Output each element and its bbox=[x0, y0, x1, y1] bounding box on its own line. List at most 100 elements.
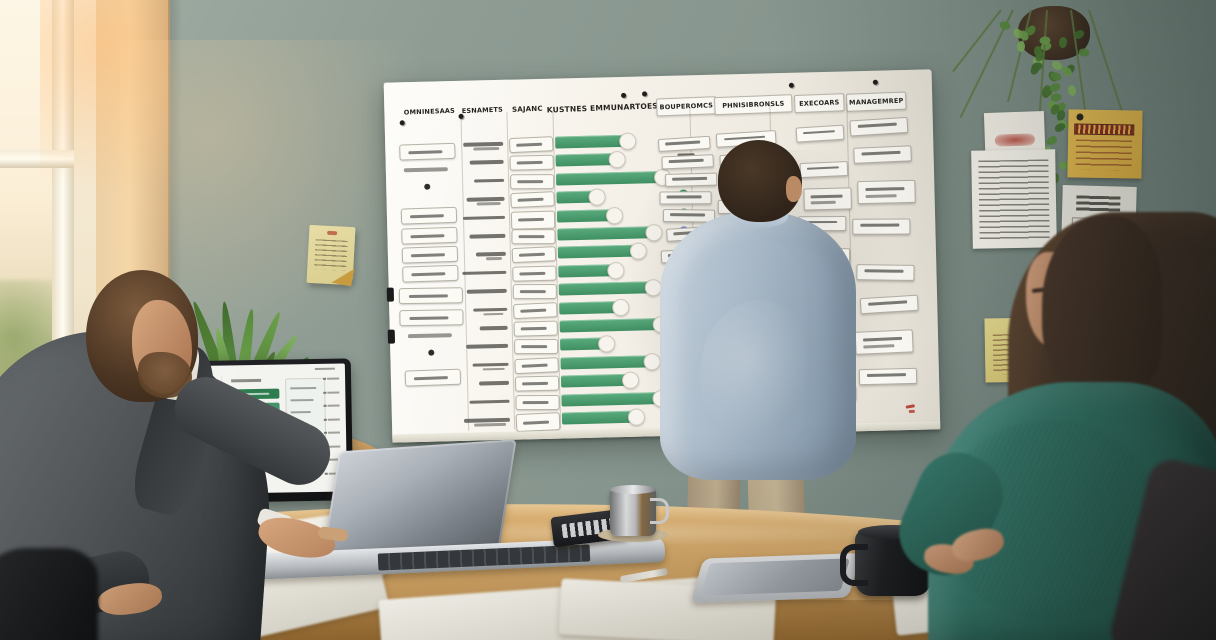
column-header: OMNINESAAS bbox=[403, 106, 456, 117]
tablet-screen bbox=[700, 558, 850, 596]
label-card bbox=[510, 191, 555, 209]
vine-leaf bbox=[1049, 92, 1062, 102]
label-card bbox=[512, 265, 557, 282]
pin-dot bbox=[1076, 113, 1084, 121]
label-scribble bbox=[518, 235, 545, 239]
label-scribble bbox=[413, 375, 448, 380]
vine-leaf bbox=[1016, 40, 1026, 52]
label-card bbox=[509, 155, 554, 172]
label-scribble bbox=[522, 382, 549, 386]
column-header: BOUPEROMCS bbox=[656, 96, 717, 117]
label-card bbox=[515, 394, 560, 410]
label-card bbox=[510, 210, 556, 230]
label-scribble bbox=[516, 161, 544, 165]
column-header: MANAGEMREP bbox=[845, 91, 907, 112]
label-scribble bbox=[411, 271, 445, 276]
label-scribble bbox=[519, 271, 546, 276]
task-scribble bbox=[479, 325, 508, 330]
vine-leaf bbox=[1052, 121, 1067, 134]
gantt-bar bbox=[558, 263, 615, 278]
label-scribble bbox=[520, 308, 547, 313]
label-scribble bbox=[409, 213, 444, 218]
board-screw bbox=[621, 92, 627, 98]
board-screw bbox=[458, 113, 464, 119]
yellow-notice bbox=[1067, 109, 1143, 179]
woman-hair-front bbox=[1042, 216, 1162, 396]
task-scribble bbox=[479, 380, 510, 386]
label-card bbox=[398, 287, 464, 305]
gantt-bar bbox=[560, 374, 630, 388]
label-scribble bbox=[520, 290, 547, 294]
presenter-ear-face bbox=[786, 176, 802, 202]
label-card bbox=[512, 301, 558, 319]
vine-leaf bbox=[1044, 133, 1059, 147]
label-card bbox=[513, 320, 558, 337]
label-card bbox=[514, 375, 560, 392]
label-card bbox=[401, 245, 459, 264]
red-logo-text bbox=[994, 133, 1036, 147]
steel-mug-rim bbox=[610, 485, 656, 494]
label-card bbox=[514, 356, 559, 374]
column-header: PHNISIBRONSLS bbox=[714, 94, 793, 116]
pinned-document bbox=[971, 149, 1057, 249]
label-card bbox=[508, 136, 554, 154]
label-card bbox=[399, 309, 464, 327]
vine-leaf bbox=[1078, 48, 1090, 58]
vine-leaf bbox=[998, 20, 1012, 32]
notice-lines bbox=[1075, 139, 1133, 171]
card-scribble bbox=[857, 122, 897, 128]
label-scribble bbox=[410, 252, 445, 257]
label-scribble bbox=[410, 233, 445, 238]
document-lines bbox=[978, 159, 1050, 241]
column-header: SAJANC bbox=[511, 104, 543, 114]
steel-mug-handle bbox=[650, 498, 669, 524]
vine-stem bbox=[1088, 9, 1127, 123]
board-clip bbox=[386, 287, 395, 302]
steel-mug-body bbox=[610, 488, 656, 536]
label-scribble bbox=[516, 142, 543, 147]
presenter-shirt bbox=[660, 212, 856, 480]
label-card bbox=[400, 206, 458, 225]
ink-dot bbox=[424, 183, 431, 190]
vine-stem bbox=[952, 9, 1002, 73]
column-header: ESNAMETS bbox=[461, 105, 504, 116]
vine-leaf bbox=[1066, 84, 1077, 97]
sticky-card bbox=[795, 124, 845, 143]
label-scribble bbox=[518, 217, 545, 222]
label-card bbox=[401, 226, 458, 245]
label-scribble bbox=[408, 149, 442, 154]
label-scribble bbox=[409, 293, 448, 298]
label-scribble bbox=[517, 197, 544, 202]
card-scribble bbox=[802, 130, 835, 135]
label-card bbox=[512, 284, 557, 300]
red-mark bbox=[908, 409, 915, 414]
task-scribble bbox=[485, 257, 503, 261]
label-card bbox=[514, 339, 559, 355]
gantt-bar bbox=[555, 134, 627, 149]
label-card bbox=[511, 246, 557, 264]
label-scribble bbox=[519, 253, 546, 258]
task-scribble bbox=[475, 252, 506, 257]
presenter-shirt-fold bbox=[700, 300, 820, 450]
tablet bbox=[690, 553, 862, 603]
board-screw bbox=[641, 91, 648, 97]
label-scribble bbox=[521, 326, 548, 331]
gantt-bar bbox=[556, 208, 614, 223]
black-mug-handle bbox=[840, 544, 868, 586]
notice-title-box bbox=[1074, 123, 1135, 136]
label-card bbox=[511, 229, 556, 245]
board-clip bbox=[387, 329, 396, 344]
label-scribble bbox=[522, 400, 549, 404]
label-card bbox=[510, 173, 555, 190]
chair-left-armrest bbox=[0, 548, 98, 640]
card-scribble bbox=[665, 140, 701, 146]
paper-heading bbox=[1076, 195, 1121, 213]
label-scribble bbox=[521, 345, 548, 349]
column-header: EXECOARS bbox=[793, 93, 845, 114]
label-card bbox=[404, 368, 462, 387]
label-scribble bbox=[517, 179, 544, 183]
gantt-bar bbox=[559, 300, 620, 315]
hanging-plant bbox=[952, 0, 1160, 200]
label-card bbox=[399, 142, 456, 161]
